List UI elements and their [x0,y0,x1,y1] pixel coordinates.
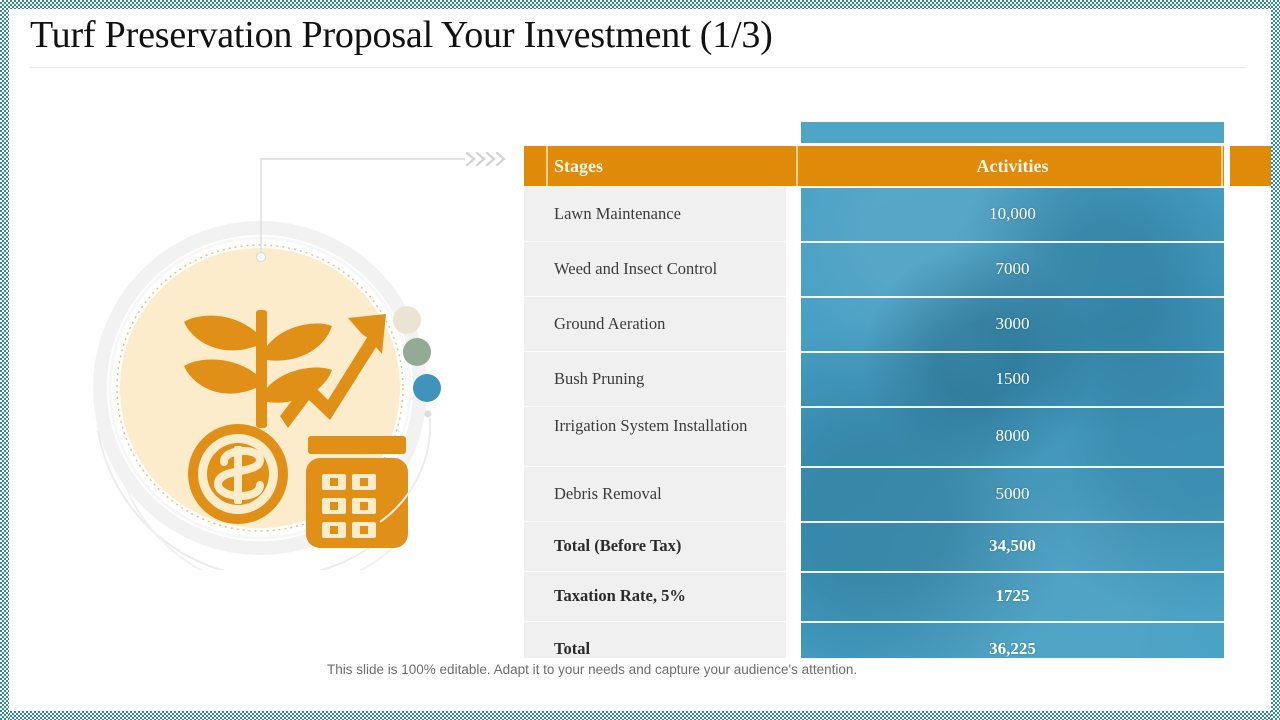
table-cell-stage: Irrigation System Installation [554,416,748,435]
row-divider [801,241,1224,243]
row-divider [801,351,1224,353]
header-divider-left [546,146,548,186]
chevron-connector-arrow [255,143,510,263]
table-cell-stage: Bush Pruning [554,369,645,388]
row-divider [801,296,1224,298]
row-divider-stage [524,351,786,352]
investment-table: Stages Activities Lawn Maintenance 10,000… [524,122,1280,658]
table-row[interactable]: Weed and Insect Control 7000 [524,241,1224,296]
row-divider [801,466,1224,468]
table-row[interactable]: Lawn Maintenance 10,000 [524,186,1224,241]
table-cell-value: 7000 [995,259,1030,278]
activities-top-accent [801,122,1224,143]
header-divider-right [1221,146,1223,186]
page-title-text: Turf Preservation Proposal Your Investme… [30,14,773,56]
row-divider-stage [524,406,786,407]
table-cell-stage: Taxation Rate, 5% [554,586,686,605]
row-divider-stage [524,296,786,297]
decorative-dot-cream [393,306,421,334]
row-divider [801,571,1224,573]
table-row[interactable]: Debris Removal 5000 [524,466,1224,521]
table-header-bar-extension [1230,146,1280,186]
row-divider-stage [524,186,786,187]
row-divider-stage [524,466,786,467]
table-cell-value: 34,500 [989,536,1036,555]
decorative-dot-blue [413,374,441,402]
activities-top-accent-line [801,143,1224,146]
row-divider-stage [524,621,786,622]
column-header-activities: Activities [976,156,1049,176]
table-cell-value: 1500 [995,369,1030,388]
column-header-stages: Stages [554,156,603,176]
decorative-dot-sage [403,338,431,366]
table-cell-value: 8000 [995,426,1030,445]
table-header-bar [524,146,1224,186]
table-cell-value: 5000 [995,484,1030,503]
table-row[interactable]: Ground Aeration 3000 [524,296,1224,351]
table-cell-stage: Debris Removal [554,484,662,503]
table-cell-stage: Weed and Insect Control [554,259,718,278]
footer-note: This slide is 100% editable. Adapt it to… [327,662,858,677]
table-row[interactable]: Total 36,225 [524,621,1224,676]
row-divider [801,621,1224,623]
row-divider-stage [524,241,786,242]
table-cell-value: 1725 [995,586,1030,605]
row-divider-stage [524,521,786,522]
table-row[interactable]: Total (Before Tax) 34,500 [524,521,1224,571]
slide-border-top [0,0,1280,9]
table-cell-stage: Ground Aeration [554,314,666,333]
header-divider-middle [796,146,798,186]
row-divider [801,186,1224,188]
table-row[interactable]: Bush Pruning 1500 [524,351,1224,406]
stages-column-background [524,185,786,658]
table-cell-value: 3000 [995,314,1030,333]
table-cell-value: 10,000 [989,204,1036,223]
row-divider [801,521,1224,523]
table-cell-stage: Total [554,639,591,658]
table-row[interactable]: Taxation Rate, 5% 1725 [524,571,1224,621]
table-row[interactable]: Irrigation System Installation 8000 [524,406,1224,466]
table-cell-value: 36,225 [989,639,1036,658]
title-divider [30,67,1245,68]
slide-border-bottom [0,711,1280,720]
page-title: Turf Preservation Proposal Your Investme… [30,12,1180,64]
slide-border-left [0,0,9,720]
table-body: Lawn Maintenance 10,000 Weed and Insect Co… [524,186,1224,658]
row-divider-stage [524,571,786,572]
table-cell-stage: Total (Before Tax) [554,536,682,555]
slide-border-right [1271,0,1280,720]
row-divider [801,406,1224,408]
table-cell-stage: Lawn Maintenance [554,204,681,223]
investment-illustration [80,140,510,570]
